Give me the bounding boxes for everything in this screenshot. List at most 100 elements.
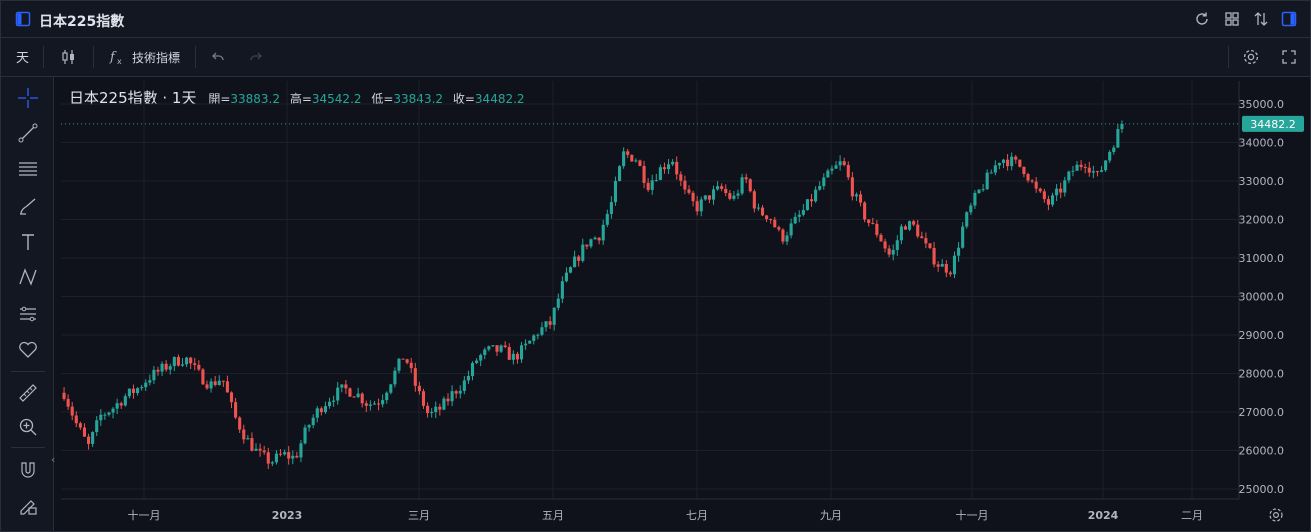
- candle: [814, 186, 818, 203]
- candle: [903, 224, 908, 230]
- candle-body: [95, 420, 99, 433]
- candle: [989, 169, 993, 174]
- candle-body: [405, 359, 409, 363]
- candle-body: [957, 247, 961, 256]
- panel-right-icon[interactable]: [1279, 9, 1299, 29]
- candle-body: [99, 414, 103, 421]
- interval-button[interactable]: 天: [16, 51, 30, 66]
- candle-body: [912, 221, 916, 225]
- layout-grid-icon[interactable]: [1222, 9, 1242, 29]
- candle: [789, 218, 793, 239]
- zoom-in-icon[interactable]: [15, 414, 41, 440]
- candle-body: [144, 382, 148, 388]
- candle-body: [805, 199, 809, 211]
- candle: [573, 250, 577, 268]
- candle-body: [450, 391, 454, 402]
- candle: [568, 266, 573, 274]
- prediction-icon[interactable]: [15, 301, 41, 327]
- candle-body: [1067, 171, 1071, 181]
- candle-body: [217, 380, 221, 385]
- candle-body: [662, 167, 667, 170]
- text-icon[interactable]: [15, 229, 41, 255]
- candle: [667, 159, 671, 175]
- candle-body: [1018, 159, 1022, 167]
- last-price-label: 34482.2: [1250, 118, 1296, 131]
- candle-body: [389, 384, 393, 393]
- candle-body: [818, 186, 822, 190]
- candle: [454, 389, 458, 399]
- candle-body: [270, 462, 274, 464]
- candle-body: [1001, 159, 1006, 163]
- price-tick-label: 26000.0: [1239, 445, 1285, 458]
- legend-symbol: 日本225指數 · 1天: [69, 89, 197, 107]
- undo-icon[interactable]: [208, 47, 228, 67]
- crosshair-icon[interactable]: [15, 85, 41, 111]
- candle-body: [601, 224, 605, 241]
- candle-body: [581, 244, 585, 261]
- fib-lines-icon[interactable]: [15, 156, 41, 182]
- compare-arrows-icon[interactable]: [1251, 9, 1271, 29]
- candle-body: [274, 453, 278, 463]
- candle-body: [1046, 199, 1050, 205]
- candle: [315, 406, 319, 423]
- refresh-icon[interactable]: [1192, 9, 1212, 29]
- ruler-icon[interactable]: [15, 380, 41, 406]
- pattern-icon[interactable]: [15, 264, 41, 290]
- candle: [413, 362, 417, 392]
- lock-pencil-icon[interactable]: [15, 493, 41, 519]
- candles-icon[interactable]: [59, 47, 79, 67]
- candle-body: [667, 164, 671, 170]
- settings-icon[interactable]: [1241, 47, 1261, 67]
- candle-body: [630, 154, 634, 162]
- legend-open-value: 33883.2: [230, 92, 280, 106]
- candle-body: [176, 357, 180, 366]
- candle: [340, 384, 344, 393]
- fullscreen-icon[interactable]: [1279, 47, 1299, 67]
- brush-icon[interactable]: [15, 194, 41, 220]
- candle: [703, 195, 707, 201]
- price-tick-label: 33000.0: [1239, 175, 1285, 188]
- collapse-chevron-icon[interactable]: ‹: [51, 453, 56, 466]
- candle: [671, 159, 675, 167]
- candle-body: [156, 369, 160, 372]
- candle: [748, 178, 752, 193]
- candle: [1050, 192, 1055, 207]
- candle: [977, 189, 981, 194]
- candle: [176, 354, 180, 367]
- heart-icon[interactable]: [15, 336, 41, 362]
- time-tick-label: 七月: [686, 509, 708, 522]
- trend-line-icon[interactable]: [15, 120, 41, 146]
- indicators-button[interactable]: 技術指標: [132, 51, 181, 65]
- candle-body: [716, 186, 720, 190]
- candle-body: [932, 247, 936, 265]
- candle: [532, 334, 536, 345]
- candle: [642, 160, 646, 189]
- sidebar-toggle-icon[interactable]: [13, 9, 33, 29]
- candle: [368, 400, 372, 411]
- candle: [560, 276, 564, 304]
- price-tick-label: 32000.0: [1239, 214, 1285, 227]
- candle: [528, 340, 532, 344]
- redo-icon[interactable]: [246, 47, 266, 67]
- candle-body: [740, 177, 744, 194]
- candle-body: [152, 369, 156, 381]
- candle: [168, 363, 172, 375]
- magnet-icon[interactable]: [15, 457, 41, 483]
- candle: [548, 316, 552, 329]
- candle: [197, 360, 201, 372]
- time-tick-label: 二月: [1181, 509, 1203, 522]
- candle-body: [679, 174, 683, 181]
- candle-body: [209, 381, 213, 389]
- axis-settings-icon[interactable]: [1267, 506, 1285, 524]
- candle: [1067, 170, 1071, 184]
- candle-body: [863, 202, 867, 220]
- candle-body: [981, 189, 985, 191]
- candle: [1001, 158, 1006, 169]
- candle: [622, 147, 626, 169]
- candle: [932, 241, 936, 268]
- candle: [1055, 184, 1059, 202]
- candle: [928, 242, 932, 250]
